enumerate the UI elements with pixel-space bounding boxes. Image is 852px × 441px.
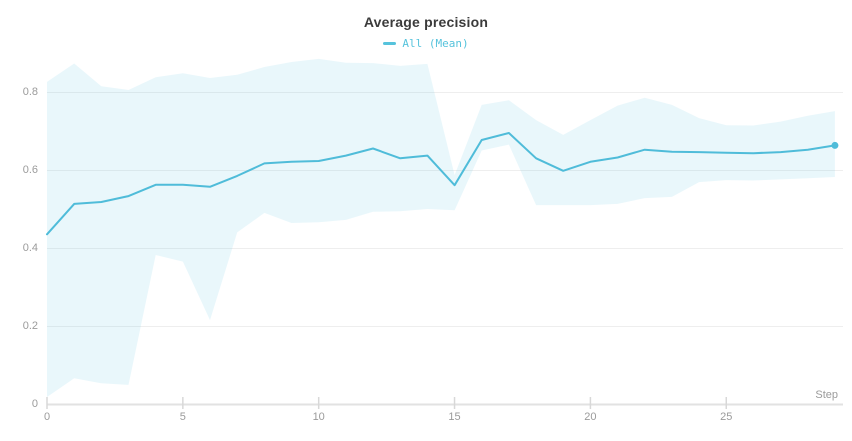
x-tick-label: 5 (179, 411, 186, 423)
legend-label: All (Mean) (402, 36, 469, 50)
x-axis-title: Step (815, 389, 838, 401)
chart-title: Average precision (363, 14, 489, 30)
mean-line (46, 132, 836, 236)
x-tick-label: 15 (448, 411, 461, 423)
legend-swatch-icon (383, 42, 397, 45)
confidence-band (47, 58, 835, 398)
legend-item-all-mean[interactable]: All (Mean) (383, 36, 469, 50)
x-tick-label: 0 (43, 411, 51, 423)
y-tick-label: 0.2 (22, 320, 38, 332)
x-tick-label: 20 (584, 411, 597, 423)
y-tick-label: 0.6 (22, 164, 38, 176)
y-tick-label: 0.8 (22, 86, 38, 98)
y-tick-label: 0.4 (22, 242, 38, 254)
x-tick-label: 25 (720, 411, 733, 423)
x-tick-label: 10 (312, 411, 325, 423)
last-point-marker (831, 141, 839, 149)
chart-legend: All (Mean) (0, 35, 852, 50)
y-tick-label: 0 (31, 398, 38, 410)
